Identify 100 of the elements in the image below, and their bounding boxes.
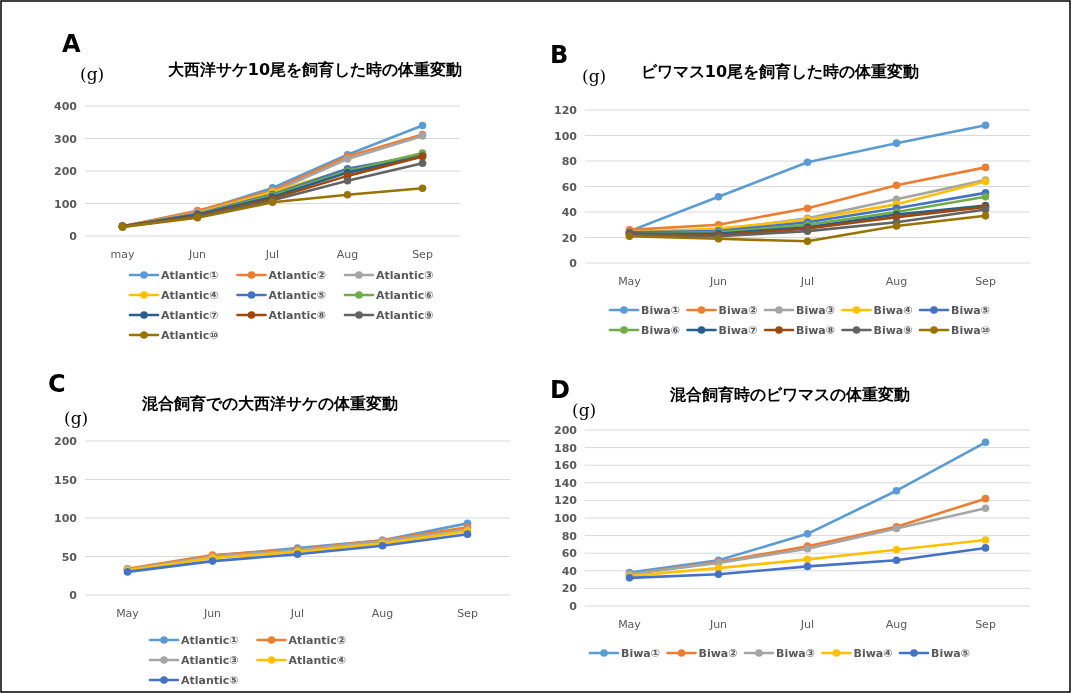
- x-tick-label: Jun: [202, 607, 222, 620]
- point: [981, 438, 990, 447]
- x-tick-label: May: [618, 275, 642, 288]
- text: C: [48, 370, 66, 398]
- legend-label: Atlantic④: [161, 289, 219, 302]
- y-tick-label: 50: [61, 550, 78, 564]
- legend-label: Biwa⑨: [873, 324, 913, 337]
- legend-label: Atlantic②: [288, 634, 347, 647]
- y-tick-label: 60: [561, 180, 578, 194]
- point: [418, 184, 427, 193]
- legend-label: Atlantic⑤: [268, 289, 327, 302]
- y-axis-title: (g): [80, 64, 105, 84]
- y-tick-label: 180: [554, 441, 578, 455]
- y-tick-label: 120: [554, 104, 578, 117]
- legend-label: Biwa②: [698, 647, 738, 660]
- legend-label: Biwa①: [641, 304, 681, 317]
- legend-label: Atlantic⑩: [161, 329, 219, 342]
- y-tick-label: 100: [54, 197, 78, 211]
- point: [981, 504, 990, 513]
- y-tick-label: 160: [554, 459, 578, 473]
- x-tick-label: Jun: [708, 275, 728, 288]
- legend-label: Biwa⑩: [951, 324, 991, 337]
- y-tick-label: 120: [554, 494, 578, 508]
- x-tick-label: Sep: [412, 248, 433, 261]
- legend-label: Biwa③: [796, 304, 836, 317]
- legend-label: Atlantic⑥: [376, 289, 434, 302]
- x-tick-label: Jun: [187, 248, 207, 261]
- y-tick-label: 20: [561, 582, 578, 596]
- x-tick-label: may: [110, 248, 135, 261]
- y-tick-label: 200: [554, 424, 578, 437]
- point: [981, 536, 990, 544]
- legend-label: Atlantic②: [268, 269, 327, 282]
- y-tick-label: 80: [561, 155, 578, 168]
- x-tick-label: May: [618, 618, 642, 631]
- y-axis-title: (g): [572, 400, 597, 420]
- y-tick-label: 40: [561, 564, 578, 578]
- x-tick-label: Sep: [975, 275, 996, 288]
- x-tick-label: Jul: [799, 275, 815, 288]
- y-tick-label: 100: [54, 512, 78, 525]
- legend-label: Biwa④: [873, 304, 913, 317]
- chart-title: 大西洋サケ10尾を飼育した時の体重変動: [167, 60, 463, 79]
- y-tick-label: 0: [569, 600, 578, 613]
- y-axis-title: (g): [582, 66, 607, 86]
- legend-label: Biwa④: [853, 647, 893, 660]
- x-tick-label: Jul: [799, 618, 815, 631]
- legend-label: Biwa⑤: [951, 304, 991, 317]
- point: [418, 159, 427, 167]
- point: [981, 494, 990, 503]
- chart-title: 混合飼育での大西洋サケの体重変動: [141, 394, 398, 413]
- legend-label: Atlantic①: [161, 269, 219, 282]
- y-tick-label: 0: [569, 257, 578, 270]
- y-tick-label: 80: [561, 529, 578, 543]
- legend-label: Atlantic⑨: [376, 309, 434, 322]
- point: [803, 555, 812, 564]
- x-tick-label: Jul: [264, 248, 280, 261]
- text: D: [550, 376, 570, 404]
- y-tick-label: 100: [554, 129, 578, 143]
- y-tick-label: 400: [54, 100, 78, 113]
- legend-label: Biwa②: [718, 304, 758, 317]
- y-tick-label: 100: [554, 512, 578, 525]
- legend-label: Atlantic⑦: [161, 309, 219, 322]
- legend-label: Biwa⑤: [931, 647, 971, 660]
- x-tick-label: Sep: [975, 618, 996, 631]
- point: [892, 181, 901, 190]
- point: [803, 562, 812, 571]
- y-tick-label: 0: [69, 589, 78, 602]
- legend-label: Biwa⑥: [641, 324, 681, 337]
- point: [418, 121, 427, 130]
- y-tick-label: 60: [561, 547, 578, 561]
- x-tick-label: Aug: [885, 618, 908, 631]
- point: [981, 121, 990, 130]
- y-tick-label: 200: [54, 165, 78, 178]
- point: [803, 158, 812, 167]
- legend-label: Atlantic⑧: [268, 309, 327, 322]
- x-tick-label: Aug: [336, 248, 359, 261]
- legend-label: Biwa⑦: [718, 324, 758, 337]
- point: [981, 212, 990, 220]
- point: [892, 222, 901, 230]
- text: A: [62, 30, 81, 58]
- y-tick-label: 140: [554, 476, 578, 490]
- legend-label: Atlantic③: [181, 654, 239, 667]
- legend-label: Atlantic⑤: [181, 674, 239, 687]
- legend-label: Atlantic④: [288, 654, 347, 667]
- chart-title: ビワマス10尾を飼育した時の体重変動: [640, 62, 920, 81]
- legend-label: Biwa⑧: [796, 324, 836, 337]
- y-tick-label: 20: [561, 231, 578, 245]
- point: [803, 530, 812, 538]
- y-tick-label: 300: [54, 132, 78, 146]
- point: [892, 556, 901, 565]
- legend-label: Biwa③: [776, 647, 816, 660]
- legend-label: Atlantic③: [376, 269, 434, 282]
- x-tick-label: May: [116, 607, 140, 620]
- y-tick-label: 150: [54, 473, 78, 487]
- y-tick-label: 0: [69, 230, 78, 243]
- point: [343, 176, 352, 185]
- point: [981, 544, 990, 552]
- x-tick-label: Aug: [885, 275, 908, 288]
- point: [981, 163, 990, 172]
- x-tick-label: Sep: [457, 607, 478, 620]
- y-tick-label: 200: [54, 435, 78, 448]
